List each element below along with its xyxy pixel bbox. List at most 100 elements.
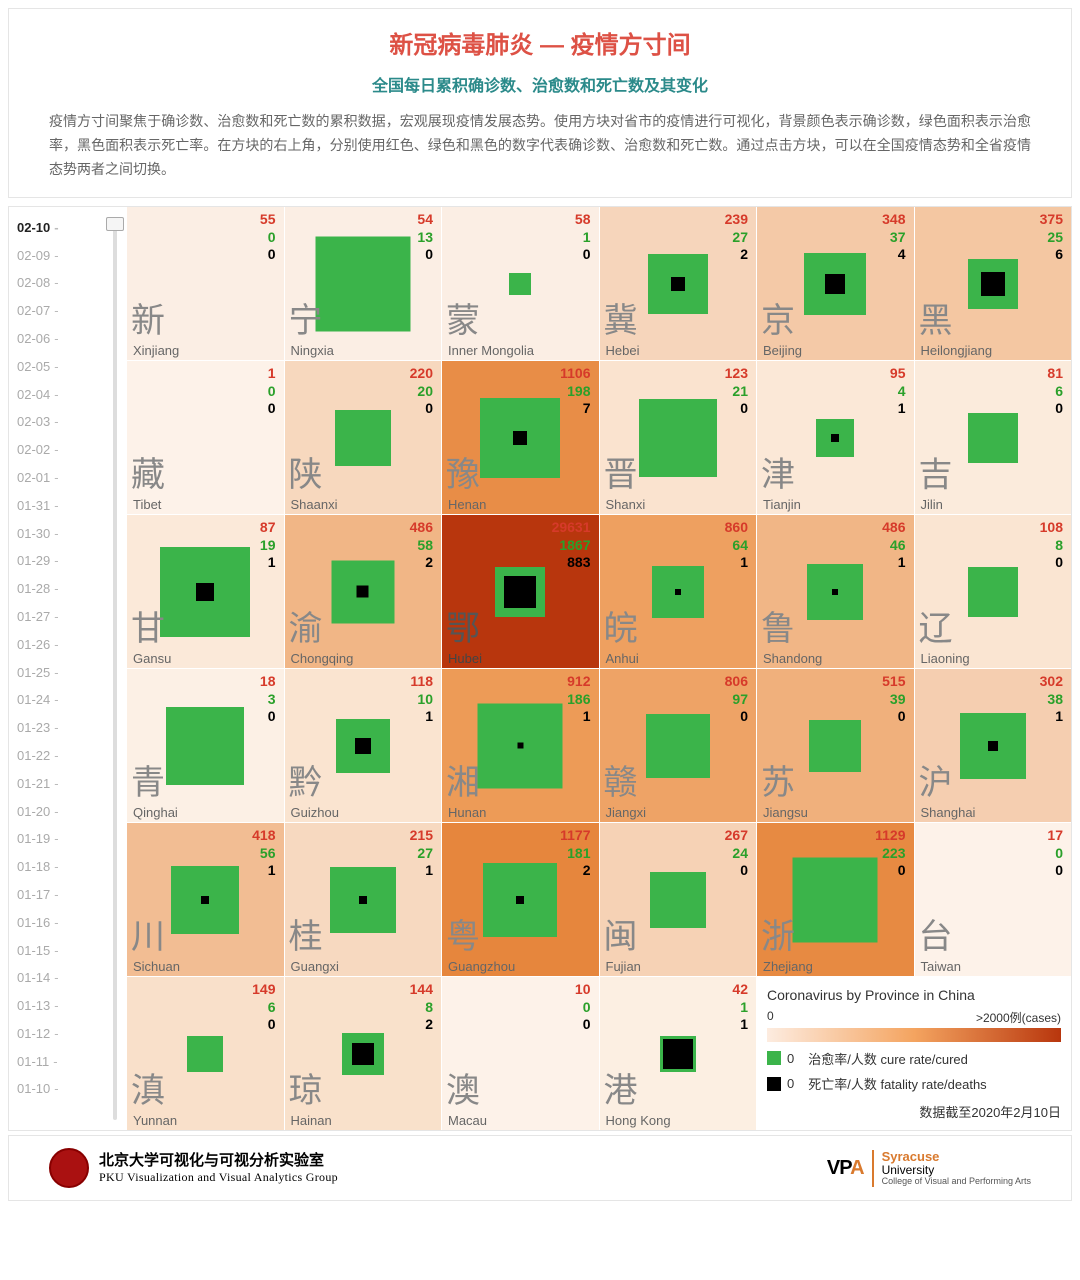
cell-guangzhou[interactable]: 11771812粤Guangzhou [442,823,599,976]
date-01-20[interactable]: 01-20- [17,797,123,825]
cell-beijing[interactable]: 348374京Beijing [757,207,914,360]
square-wrap [660,1036,696,1072]
date-01-30[interactable]: 01-30- [17,519,123,547]
cured-value: 1867 [552,537,591,555]
slider-thumb[interactable] [106,217,124,231]
date-02-03[interactable]: 02-03- [17,408,123,436]
cell-shaanxi[interactable]: 220200陕Shaanxi [285,361,442,514]
cell-hainan[interactable]: 14482琼Hainan [285,977,442,1130]
cell-jiangsu[interactable]: 515390苏Jiangsu [757,669,914,822]
date-01-21[interactable]: 01-21- [17,769,123,797]
date-01-10[interactable]: 01-10- [17,1075,123,1103]
cell-hunan[interactable]: 9121861湘Hunan [442,669,599,822]
date-02-06[interactable]: 02-06- [17,325,123,353]
stats: 1830 [260,673,276,726]
cell-inner-mongolia[interactable]: 5810蒙Inner Mongolia [442,207,599,360]
confirmed-value: 267 [725,827,748,845]
date-02-05[interactable]: 02-05- [17,352,123,380]
slider-track[interactable] [113,229,117,1120]
cell-henan[interactable]: 11061987豫Henan [442,361,599,514]
date-02-08[interactable]: 02-08- [17,269,123,297]
date-01-25[interactable]: 01-25- [17,658,123,686]
date-01-27[interactable]: 01-27- [17,603,123,631]
date-01-22[interactable]: 01-22- [17,742,123,770]
cell-shandong[interactable]: 486461鲁Shandong [757,515,914,668]
cell-chongqing[interactable]: 486582渝Chongqing [285,515,442,668]
cell-ningxia[interactable]: 54130宁Ningxia [285,207,442,360]
confirmed-value: 418 [252,827,275,845]
confirmed-value: 108 [1040,519,1063,537]
stats: 11292230 [875,827,905,880]
cell-shanghai[interactable]: 302381沪Shanghai [915,669,1072,822]
date-01-26[interactable]: 01-26- [17,630,123,658]
cell-yunnan[interactable]: 14960滇Yunnan [127,977,284,1130]
date-01-29[interactable]: 01-29- [17,547,123,575]
cell-hubei[interactable]: 296311867883鄂Hubei [442,515,599,668]
death-square [671,277,685,291]
cell-jiangxi[interactable]: 806970赣Jiangxi [600,669,757,822]
province-char: 闽 [604,909,638,958]
cell-guizhou[interactable]: 118101黔Guizhou [285,669,442,822]
cell-tianjin[interactable]: 9541津Tianjin [757,361,914,514]
cell-fujian[interactable]: 267240闽Fujian [600,823,757,976]
province-pinyin: Jiangsu [763,805,808,820]
cell-liaoning[interactable]: 10880辽Liaoning [915,515,1072,668]
province-char: 滇 [131,1063,165,1112]
cell-tibet[interactable]: 100藏Tibet [127,361,284,514]
date-01-18[interactable]: 01-18- [17,853,123,881]
cell-heilongjiang[interactable]: 375256黑Heilongjiang [915,207,1072,360]
square-wrap [816,419,854,457]
province-pinyin: Gansu [133,651,171,666]
province-pinyin: Sichuan [133,959,180,974]
cured-value: 56 [252,845,275,863]
cell-gansu[interactable]: 87191甘Gansu [127,515,284,668]
square-wrap [166,707,244,785]
cell-jilin[interactable]: 8160吉Jilin [915,361,1072,514]
cell-hong-kong[interactable]: 4211港Hong Kong [600,977,757,1130]
date-01-16[interactable]: 01-16- [17,908,123,936]
deaths-value: 7 [560,400,590,418]
syracuse-sub: College of Visual and Performing Arts [882,1177,1031,1187]
date-01-19[interactable]: 01-19- [17,825,123,853]
cell-hebei[interactable]: 239272冀Hebei [600,207,757,360]
deaths-value: 0 [882,708,905,726]
date-01-24[interactable]: 01-24- [17,686,123,714]
cell-zhejiang[interactable]: 11292230浙Zhejiang [757,823,914,976]
date-01-15[interactable]: 01-15- [17,936,123,964]
date-02-09[interactable]: 02-09- [17,241,123,269]
cell-xinjiang[interactable]: 5500新Xinjiang [127,207,284,360]
cell-sichuan[interactable]: 418561川Sichuan [127,823,284,976]
cell-shanxi[interactable]: 123210晋Shanxi [600,361,757,514]
confirmed-value: 10 [575,981,591,999]
province-pinyin: Zhejiang [763,959,813,974]
cell-macau[interactable]: 1000澳Macau [442,977,599,1130]
date-01-12[interactable]: 01-12- [17,1020,123,1048]
province-char: 台 [919,909,953,958]
cured-value: 1 [732,999,748,1017]
date-01-13[interactable]: 01-13- [17,992,123,1020]
date-01-14[interactable]: 01-14- [17,964,123,992]
deaths-value: 4 [882,246,905,264]
date-02-02[interactable]: 02-02- [17,436,123,464]
date-02-04[interactable]: 02-04- [17,380,123,408]
date-02-07[interactable]: 02-07- [17,297,123,325]
confirmed-value: 239 [725,211,748,229]
date-01-11[interactable]: 01-11- [17,1047,123,1075]
deaths-value: 2 [410,554,433,572]
stats: 486582 [410,519,433,572]
date-01-31[interactable]: 01-31- [17,491,123,519]
date-01-17[interactable]: 01-17- [17,881,123,909]
deaths-value: 0 [260,246,276,264]
cell-qinghai[interactable]: 1830青Qinghai [127,669,284,822]
cure-square [315,236,410,331]
date-02-01[interactable]: 02-01- [17,464,123,492]
date-01-23[interactable]: 01-23- [17,714,123,742]
main-panel: 02-10-02-09-02-08-02-07-02-06-02-05-02-0… [8,206,1072,1131]
cell-taiwan[interactable]: 1700台Taiwan [915,823,1072,976]
date-01-28[interactable]: 01-28- [17,575,123,603]
square-wrap [478,703,563,788]
cell-anhui[interactable]: 860641皖Anhui [600,515,757,668]
cell-guangxi[interactable]: 215271桂Guangxi [285,823,442,976]
province-pinyin: Heilongjiang [921,343,993,358]
province-pinyin: Hong Kong [606,1113,671,1128]
